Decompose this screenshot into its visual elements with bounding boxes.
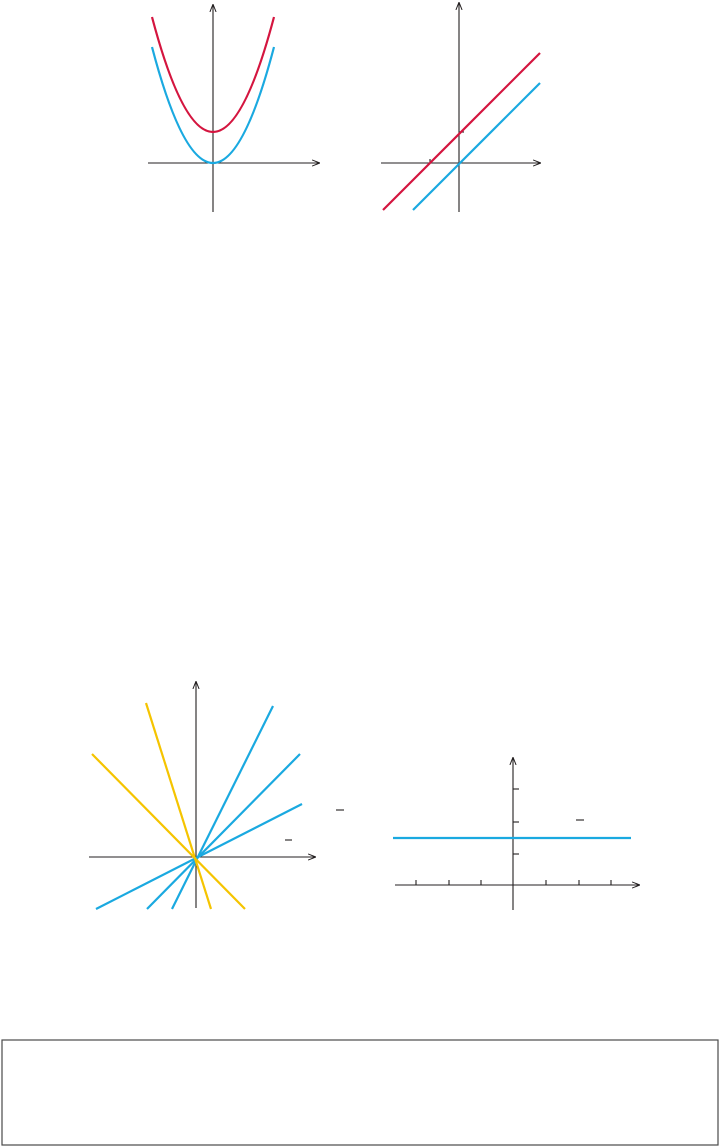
figure-parabolas [148,5,319,212]
note-box [1,1039,719,1146]
blue-parabola [150,46,276,164]
figure-constant [393,758,639,910]
yellow-line [144,702,213,910]
blue-line [146,753,301,910]
yellow-line [91,753,246,910]
figure-origin-lines [89,682,344,910]
figure-lines [381,3,541,212]
blue-line [171,705,274,910]
x-ticks [415,880,612,885]
red-parabola [150,16,276,133]
blue-line [95,803,303,910]
blue-line [412,82,541,211]
y-ticks [513,788,519,855]
red-line [382,52,541,211]
